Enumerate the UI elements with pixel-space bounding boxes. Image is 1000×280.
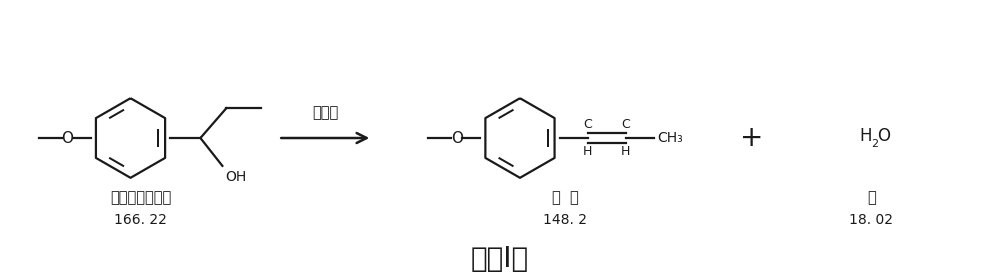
Text: 茴  脑: 茴 脑: [552, 190, 578, 205]
Text: 浓硫酸: 浓硫酸: [312, 105, 338, 120]
Text: O: O: [877, 127, 890, 145]
Text: O: O: [451, 130, 463, 146]
Text: C: C: [621, 118, 630, 131]
Text: 148. 2: 148. 2: [543, 213, 587, 227]
Text: H: H: [583, 145, 593, 158]
Text: 166. 22: 166. 22: [114, 213, 167, 227]
Text: +: +: [740, 124, 763, 152]
Text: O: O: [62, 130, 74, 146]
Text: C: C: [584, 118, 592, 131]
Text: 式（I）: 式（I）: [471, 245, 529, 273]
Text: 18. 02: 18. 02: [849, 213, 893, 227]
Text: 水: 水: [867, 190, 876, 205]
Text: H: H: [860, 127, 872, 145]
Text: OH: OH: [225, 170, 247, 184]
Text: 对甲氧基苯丙醇: 对甲氧基苯丙醇: [110, 190, 171, 205]
Text: 2: 2: [871, 139, 879, 149]
Text: CH₃: CH₃: [657, 131, 683, 145]
Text: H: H: [621, 145, 631, 158]
